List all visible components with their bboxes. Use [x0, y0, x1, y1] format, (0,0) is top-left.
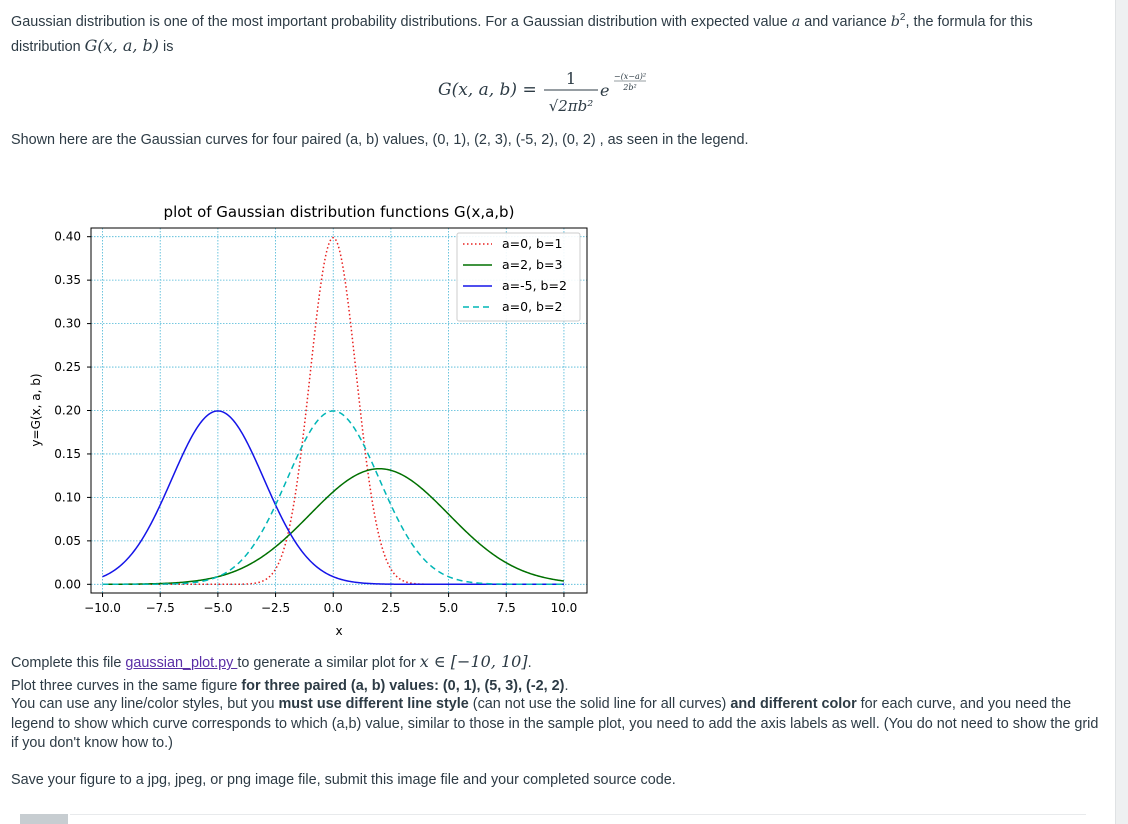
formula-numerator: 1	[566, 69, 576, 88]
plot3-bold: for three paired (a, b) values: (0, 1), …	[241, 678, 565, 694]
legend: a=0, b=1 a=2, b=3 a=-5, b=2 a=0, b=2	[456, 232, 581, 322]
caption: Shown here are the Gaussian curves for f…	[11, 132, 749, 148]
x-tick-label: 2.5	[381, 601, 400, 615]
x-tick-label: 0.0	[324, 601, 343, 615]
task-text: .	[527, 655, 532, 671]
plot3-text: Plot three curves in the same figure	[11, 678, 242, 694]
task-text: Complete this file	[11, 655, 126, 671]
formula-lhs: G(x, a, b) =	[438, 80, 537, 100]
save-paragraph: Save your figure to a jpg, jpeg, or png …	[11, 772, 676, 788]
y-tick-label: 0.20	[54, 404, 81, 418]
rules-text: You can use any line/color styles, but y…	[11, 696, 279, 712]
divider	[70, 814, 1086, 815]
y-tick-label: 0.40	[54, 230, 81, 244]
x-tick-label: 7.5	[497, 601, 516, 615]
math-b: b	[890, 13, 900, 30]
y-tick-label: 0.15	[54, 447, 81, 461]
legend-label: a=2, b=3	[502, 257, 562, 272]
plot3-text: .	[564, 678, 569, 694]
rules-bold: must use different line style	[278, 696, 469, 712]
page-scrollbar[interactable]	[1115, 0, 1128, 824]
task-paragraph: Complete this file gaussian_plot.py to g…	[11, 650, 1101, 675]
x-tick-label: −10.0	[84, 601, 121, 615]
rules-paragraph: You can use any line/color styles, but y…	[11, 695, 1101, 754]
legend-label: a=0, b=2	[502, 299, 562, 314]
legend-box	[456, 232, 581, 322]
intro-text: and variance	[800, 13, 891, 30]
math-func: G(x, a, b)	[84, 35, 160, 55]
x-tick-label: 10.0	[551, 601, 578, 615]
chart-title: plot of Gaussian distribution functions …	[164, 203, 515, 221]
plot-three-paragraph: Plot three curves in the same figure for…	[11, 674, 1101, 698]
x-tick-label: −2.5	[261, 601, 290, 615]
y-tick-label: 0.05	[54, 534, 81, 548]
gaussian-chart: −10.0 −7.5 −5.0 −2.5 0.0 2.5 5.0 7.5 10.0 0.00 0.0…	[29, 203, 588, 638]
intro-text: is	[159, 38, 174, 55]
gaussian-formula: G(x, a, b) = 1 √2πb² e −(x−a)² 2b²	[438, 69, 646, 115]
intro-paragraph: Gaussian distribution is one of the most…	[11, 6, 1101, 59]
intro-text: , the formula for this distribution	[11, 13, 1033, 55]
file-link[interactable]: gaussian_plot.py	[125, 655, 238, 671]
x-tick-label: −5.0	[203, 601, 232, 615]
y-tick-label: 0.25	[54, 360, 81, 374]
formula-denominator: √2πb²	[549, 97, 594, 115]
series-line	[102, 410, 564, 586]
y-tick-label: 0.30	[54, 317, 81, 331]
y-tick-label: 0.35	[54, 273, 81, 287]
y-tick-label: 0.00	[54, 577, 81, 591]
x-tick-label: −7.5	[146, 601, 175, 615]
legend-label: a=-5, b=2	[502, 278, 567, 293]
math-a: a	[791, 13, 801, 30]
math-domain: x ∈ [−10, 10]	[419, 652, 528, 671]
rules-bold: and different color	[730, 696, 857, 712]
math-exponent: 2	[899, 12, 906, 23]
formula-base: e	[600, 81, 609, 100]
rules-text: (can not use the solid line for all curv…	[468, 696, 731, 712]
curves	[102, 236, 565, 586]
rules-text: for each curve, and you need the legend …	[11, 696, 1099, 751]
y-axis-label: y=G(x, a, b)	[29, 373, 43, 446]
x-axis-label: x	[335, 624, 342, 638]
ticks: −10.0 −7.5 −5.0 −2.5 0.0 2.5 5.0 7.5 10.0 0.00 0.0…	[54, 230, 577, 615]
task-text: to generate a similar plot for	[237, 655, 420, 671]
y-tick-label: 0.10	[54, 490, 81, 504]
intro-text: Gaussian distribution is one of the most…	[11, 13, 792, 30]
formula-exponent-num: −(x−a)²	[614, 72, 646, 81]
x-tick-label: 5.0	[439, 601, 458, 615]
legend-label: a=0, b=1	[502, 236, 562, 251]
formula-exponent-den: 2b²	[622, 83, 636, 92]
bottom-toolbar-handle	[20, 814, 68, 824]
series-line	[102, 467, 565, 586]
